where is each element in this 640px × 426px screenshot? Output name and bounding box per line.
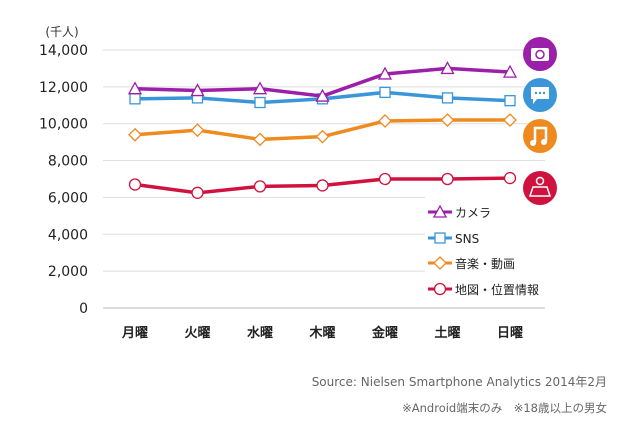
data-point [440, 113, 455, 127]
y-tick-label: 12,000 [39, 80, 88, 96]
legend-marker [433, 256, 447, 270]
camera-glyph [531, 48, 549, 61]
data-point [440, 61, 455, 75]
chat-dot [542, 91, 546, 95]
data-point [502, 64, 518, 78]
data-point [191, 186, 204, 199]
y-tick-label: 2,000 [48, 264, 88, 280]
data-point [315, 88, 330, 102]
x-tick-label: 月曜 [121, 326, 148, 341]
y-tick-label: 4,000 [48, 227, 88, 243]
data-point [128, 127, 142, 142]
y-unit-label: (千人) [45, 25, 78, 39]
data-point [252, 81, 268, 95]
data-point [441, 92, 454, 104]
legend-marker [433, 282, 447, 296]
x-tick-label: 金曜 [371, 325, 398, 341]
legend-label: カメラ [455, 206, 491, 220]
y-tick-label: 10,000 [39, 117, 88, 133]
y-tick-label: 8,000 [48, 154, 88, 170]
data-point [503, 113, 517, 127]
data-point [377, 66, 393, 80]
data-point [378, 114, 392, 128]
legend-label: 音楽・動画 [455, 256, 515, 271]
music-note-icon [523, 119, 557, 153]
y-tick-label: 14,000 [39, 43, 88, 59]
data-point [379, 86, 391, 99]
music-glyph [533, 126, 548, 142]
data-point [190, 123, 205, 138]
data-point [504, 95, 516, 107]
music-note-head [530, 140, 536, 146]
x-tick-label: 水曜 [247, 325, 273, 341]
map-glyph [528, 186, 552, 197]
data-point [127, 81, 143, 95]
legend-marker [434, 232, 446, 244]
map-pin-icon [523, 171, 557, 205]
data-point [441, 172, 454, 186]
music-note-head [541, 139, 547, 145]
x-tick-label: 木曜 [308, 325, 335, 341]
data-point [378, 172, 392, 186]
data-point [503, 171, 517, 185]
data-point [129, 93, 141, 105]
data-point [128, 178, 142, 191]
y-tick-label: 0 [79, 301, 88, 317]
data-point [254, 96, 266, 109]
data-point [253, 180, 267, 193]
chat-dot [538, 91, 542, 95]
data-point [315, 129, 330, 144]
camera-lens [535, 49, 545, 60]
data-point [253, 132, 267, 147]
chat-dot [534, 91, 538, 95]
legend-marker [432, 204, 448, 218]
x-tick-label: 日曜 [497, 326, 523, 341]
y-tick-label: 6,000 [48, 190, 88, 206]
chat-glyph [531, 87, 549, 104]
source-text: Source: Nielsen Smartphone Analytics 201… [311, 375, 607, 389]
legend-label: 地図・位置情報 [455, 282, 539, 297]
x-tick-label: 土曜 [434, 325, 460, 341]
legend-label: SNS [455, 232, 479, 246]
note-text: ※Android端末のみ ※18歳以上の男女 [402, 401, 607, 415]
pin-glyph [535, 176, 545, 186]
data-point [190, 83, 205, 97]
x-tick-label: 火曜 [184, 326, 210, 341]
data-point [316, 179, 329, 192]
